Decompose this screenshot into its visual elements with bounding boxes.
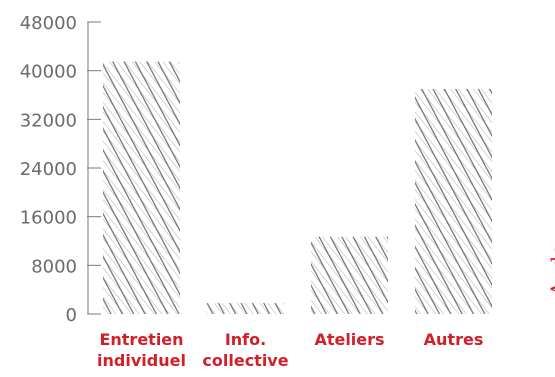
bar xyxy=(103,61,180,314)
bar xyxy=(415,88,492,315)
bar xyxy=(207,303,284,314)
y-tick-label: 32000 xyxy=(20,110,77,131)
category-label: collective xyxy=(202,351,288,370)
y-tick-label: 24000 xyxy=(20,159,77,180)
category-label: individuel xyxy=(97,351,186,370)
y-axis: 0 8000 16000 24000 32000 40000 48000 xyxy=(20,13,101,326)
category-label: Autres xyxy=(424,330,484,349)
side-label: Aude xyxy=(546,244,555,297)
bars-group xyxy=(103,61,492,315)
y-tick-label: 40000 xyxy=(20,62,77,83)
category-label: Info. xyxy=(225,330,266,349)
y-tick-label: 8000 xyxy=(31,256,77,277)
y-tick-label: 16000 xyxy=(20,208,77,229)
category-label: Ateliers xyxy=(314,330,384,349)
category-labels: Entretien individuel Info. collective Atelie… xyxy=(97,330,483,370)
y-tick-label: 0 xyxy=(66,305,77,326)
category-label: Entretien xyxy=(99,330,183,349)
bar xyxy=(311,236,388,314)
y-tick-label: 48000 xyxy=(20,13,77,34)
